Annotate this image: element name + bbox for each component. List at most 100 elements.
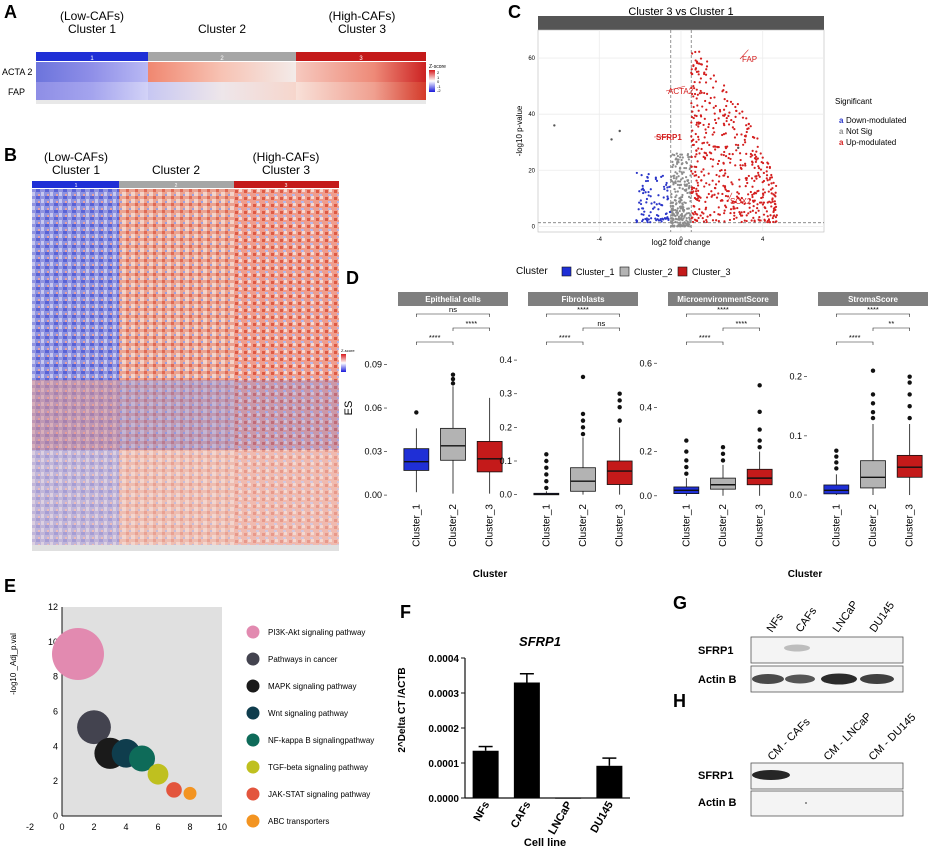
- c-point-down-283: [662, 185, 666, 188]
- panel-a-legend-title: Z-score: [429, 64, 446, 70]
- c-point-up-674: [758, 175, 761, 178]
- c-point-up-598: [690, 217, 693, 220]
- c-point-up-663: [745, 117, 748, 120]
- panel-e: E -2 0 2 4 6 8 10 0 2 4 6 8 10 12 -log10 _Adj_p.val P…: [4, 576, 374, 832]
- c-point-up-739: [711, 133, 714, 136]
- c-point-down-308: [650, 202, 653, 205]
- c-point-notsig-103: [670, 209, 673, 212]
- panel-g-band-actin-du145: [860, 674, 894, 684]
- c-point-up-747: [745, 130, 748, 134]
- f-xtick-2: LNCaP: [546, 800, 574, 837]
- c-point-up-772: [694, 132, 697, 136]
- c-point-up-470: [747, 212, 750, 215]
- c-point-notsig-32: [678, 170, 681, 173]
- d-bracket-label-3-2: ****: [867, 305, 879, 314]
- panel-a-fap-cluster1: [36, 82, 148, 100]
- d-bracket-1-0: [546, 341, 584, 345]
- c-point-notsig-231: [670, 220, 673, 223]
- c-point-up-844: [723, 150, 726, 154]
- d-outlier-2-0-0: [684, 471, 689, 476]
- c-point-down-303: [665, 183, 668, 187]
- c-point-notsig-220: [677, 223, 680, 226]
- c-point-up-486: [690, 165, 693, 168]
- c-point-notsig-16: [673, 154, 676, 157]
- c-point-up-373: [706, 60, 709, 63]
- d-outlier-0-1-1: [450, 376, 456, 382]
- d-outlier-2-2-1: [757, 438, 762, 443]
- d-ytick-3-2: 0.2: [789, 372, 802, 382]
- c-point-up-500: [770, 205, 773, 208]
- c-point-notsig-154: [686, 191, 689, 195]
- c-point-up-575: [740, 211, 743, 214]
- c-point-notsig-153: [676, 154, 679, 158]
- d-bracket-label-2-0: ****: [699, 333, 711, 342]
- f-xtick-0: NFs: [471, 800, 492, 824]
- c-point-up-836: [690, 191, 693, 195]
- c-point-up-804: [725, 104, 728, 108]
- c-point-up-375: [766, 215, 769, 218]
- c-point-up-723: [695, 88, 698, 91]
- c-point-notsig-221: [680, 217, 683, 221]
- d-outlier-3-2-3: [907, 380, 912, 385]
- c-point-up-414: [721, 90, 724, 93]
- c-point-up-813: [695, 219, 699, 223]
- c-point-up-498: [739, 198, 742, 202]
- panel-a-cluster2-bar: [148, 52, 296, 61]
- panel-a-tag-3: 3: [359, 56, 363, 62]
- c-point-up-794: [693, 174, 696, 177]
- c-point-up-746: [713, 145, 716, 148]
- c-point-up-455: [769, 214, 772, 217]
- c-point-notsig-211: [688, 218, 691, 221]
- c-point-down-336: [664, 212, 668, 216]
- c-point-up-697: [771, 197, 774, 200]
- c-point-down-282: [647, 194, 650, 197]
- c-point-up-591: [705, 218, 708, 222]
- c-point-notsig-206: [678, 197, 681, 200]
- c-point-up-429: [704, 128, 707, 131]
- c-point-down-339: [645, 218, 648, 221]
- c-point-up-538: [729, 100, 733, 103]
- c-point-up-707: [729, 157, 732, 161]
- c-ytick-0: 0: [532, 224, 536, 230]
- c-point-up-732: [724, 132, 727, 135]
- panel-f-letter: F: [400, 602, 411, 622]
- c-point-up-443: [748, 202, 751, 205]
- d-ytick-1-1: 0.1: [499, 456, 512, 466]
- panel-b-cluster1-line1: (Low-CAFs): [44, 150, 108, 164]
- panel-b-cluster3-line2: Cluster 3: [262, 163, 310, 177]
- c-point-up-464: [765, 174, 769, 177]
- c-point-up-840: [725, 91, 728, 94]
- c-point-up-849: [753, 153, 757, 156]
- c-point-up-803: [703, 156, 707, 159]
- panel-g-band-sfrp1-cafs: [784, 644, 810, 652]
- c-point-notsig-188: [676, 172, 679, 175]
- d-outlier-1-0-5: [544, 452, 549, 457]
- c-point-up-579: [752, 216, 755, 219]
- c-point-up-515: [745, 124, 748, 127]
- c-point-notsig-43: [683, 180, 686, 183]
- c-point-up-409: [731, 102, 734, 106]
- panel-g-lane-3: DU145: [868, 600, 897, 635]
- c-point-up-560: [734, 143, 738, 146]
- c-point-notsig-127: [677, 158, 680, 161]
- panel-a-acta2-cluster1: [36, 62, 148, 82]
- c-point-up-595: [713, 118, 717, 122]
- d-xtick-2-2: Cluster_3: [755, 504, 766, 547]
- c-point-notsig-222: [669, 154, 672, 158]
- c-point-up-689: [690, 92, 694, 96]
- c-point-notsig-250: [677, 217, 680, 220]
- c-point-up-755: [708, 101, 711, 104]
- c-point-up-570: [774, 191, 777, 194]
- c-point-notsig-242: [684, 225, 687, 228]
- c-point-up-790: [700, 91, 703, 94]
- d-outlier-1-0-2: [544, 472, 549, 477]
- d-ytick-2-2: 0.4: [639, 402, 652, 412]
- c-point-down-348: [648, 214, 651, 217]
- e-legend-label-1: Pathways in cancer: [268, 655, 338, 664]
- c-point-up-700: [715, 196, 719, 199]
- c-point-up-748: [731, 153, 734, 156]
- c-point-up-648: [727, 190, 730, 193]
- c-point-notsig-110: [687, 195, 691, 198]
- c-point-down-304: [646, 221, 649, 224]
- panel-h-letter: H: [673, 691, 686, 711]
